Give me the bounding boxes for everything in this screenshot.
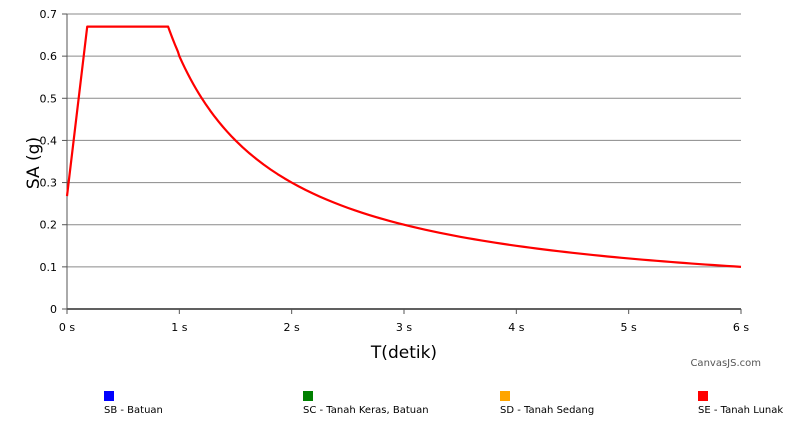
legend-item[interactable]: SD - Tanah Sedang (500, 391, 594, 416)
legend: SB - Batuan SC - Tanah Keras, Batuan SD - … (104, 391, 783, 416)
y-tick-label: 0.3 (40, 177, 58, 190)
y-tick-label: 0.7 (40, 8, 58, 21)
legend-swatch (698, 391, 708, 401)
y-tick-label: 0.6 (40, 50, 58, 63)
x-tick-label: 2 s (284, 321, 300, 334)
legend-swatch (104, 391, 114, 401)
x-tick-label: 4 s (508, 321, 524, 334)
x-tick-label: 6 s (733, 321, 749, 334)
y-axis-title: SA (g) (24, 137, 44, 189)
grid-layer (67, 13, 741, 310)
x-axis-title: T(detik) (370, 343, 437, 363)
x-tick-label: 3 s (396, 321, 412, 334)
x-tick-label: 0 s (59, 321, 75, 334)
legend-label: SC - Tanah Keras, Batuan (303, 405, 429, 416)
legend-label: SB - Batuan (104, 405, 163, 416)
y-tick-label: 0.2 (40, 219, 58, 232)
series-layer (65, 25, 742, 268)
legend-label: SE - Tanah Lunak (698, 405, 783, 416)
legend-item[interactable]: SB - Batuan (104, 391, 163, 416)
axis-layer: 0 0.1 0.2 0.3 0.4 0.5 0.6 0.7 0 s 1 s 2 s 3 s 4 s 5 s… (40, 8, 750, 334)
y-tick-label: 0.4 (40, 134, 58, 147)
legend-item[interactable]: SC - Tanah Keras, Batuan (303, 391, 429, 416)
y-tick-label: 0.5 (40, 92, 58, 105)
series-line (65, 25, 742, 268)
legend-item[interactable]: SE - Tanah Lunak (698, 391, 783, 416)
x-tick-label: 1 s (171, 321, 187, 334)
x-tick-label: 5 s (621, 321, 637, 334)
canvasjs-credit[interactable]: CanvasJS.com (690, 358, 761, 369)
y-tick-label: 0.1 (40, 261, 58, 274)
y-tick-label: 0 (50, 303, 57, 316)
legend-swatch (500, 391, 510, 401)
legend-label: SD - Tanah Sedang (500, 405, 594, 416)
legend-swatch (303, 391, 313, 401)
